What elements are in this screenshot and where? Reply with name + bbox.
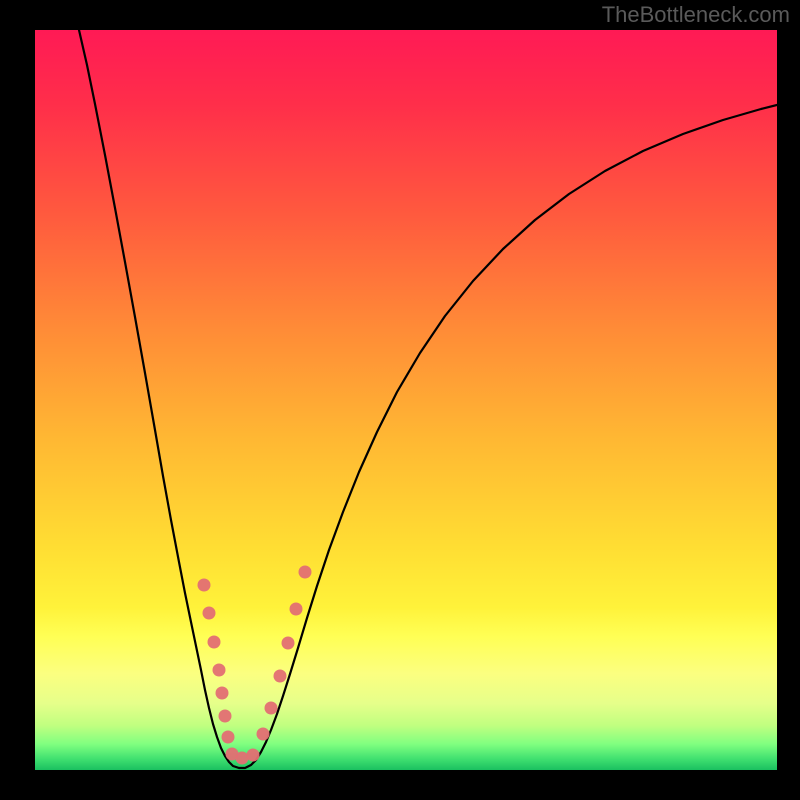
watermark-text: TheBottleneck.com bbox=[602, 2, 790, 28]
data-marker bbox=[236, 752, 249, 765]
data-marker bbox=[213, 664, 226, 677]
data-marker bbox=[290, 603, 303, 616]
data-marker bbox=[198, 579, 211, 592]
data-marker bbox=[247, 749, 260, 762]
bottleneck-curve bbox=[79, 30, 777, 768]
data-marker bbox=[203, 607, 216, 620]
data-marker bbox=[265, 702, 278, 715]
curve-layer bbox=[35, 30, 777, 770]
data-marker bbox=[282, 637, 295, 650]
data-marker bbox=[216, 687, 229, 700]
data-marker bbox=[274, 670, 287, 683]
marker-group bbox=[198, 566, 312, 765]
data-marker bbox=[222, 731, 235, 744]
plot-area bbox=[35, 30, 777, 770]
data-marker bbox=[208, 636, 221, 649]
data-marker bbox=[219, 710, 232, 723]
data-marker bbox=[299, 566, 312, 579]
data-marker bbox=[257, 728, 270, 741]
